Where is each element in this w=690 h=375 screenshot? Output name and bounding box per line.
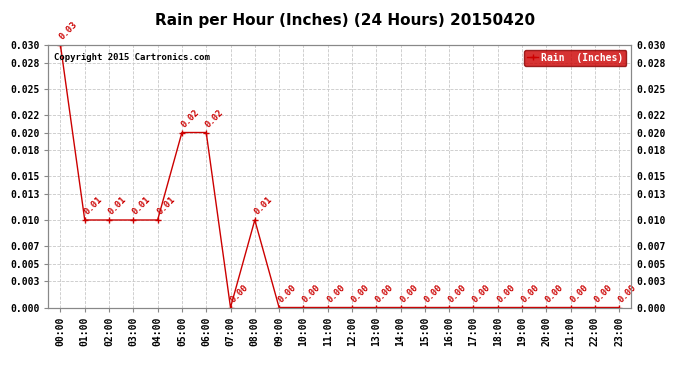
Text: 0.00: 0.00 bbox=[301, 282, 322, 304]
Text: Copyright 2015 Cartronics.com: Copyright 2015 Cartronics.com bbox=[54, 53, 210, 62]
Text: 0.00: 0.00 bbox=[617, 282, 638, 304]
Text: 0.00: 0.00 bbox=[422, 282, 444, 304]
Text: 0.03: 0.03 bbox=[58, 20, 79, 42]
Text: 0.00: 0.00 bbox=[593, 282, 614, 304]
Text: 0.00: 0.00 bbox=[398, 282, 420, 304]
Text: 0.00: 0.00 bbox=[446, 282, 469, 304]
Text: 0.01: 0.01 bbox=[253, 195, 274, 216]
Text: Rain per Hour (Inches) (24 Hours) 20150420: Rain per Hour (Inches) (24 Hours) 201504… bbox=[155, 13, 535, 28]
Text: 0.00: 0.00 bbox=[325, 282, 347, 304]
Text: 0.00: 0.00 bbox=[495, 282, 517, 304]
Text: 0.01: 0.01 bbox=[107, 195, 128, 216]
Text: 0.02: 0.02 bbox=[204, 107, 226, 129]
Text: 0.01: 0.01 bbox=[131, 195, 152, 216]
Legend: Rain  (Inches): Rain (Inches) bbox=[524, 50, 627, 66]
Text: 0.00: 0.00 bbox=[544, 282, 566, 304]
Text: 0.00: 0.00 bbox=[374, 282, 395, 304]
Text: 0.00: 0.00 bbox=[568, 282, 590, 304]
Text: 0.00: 0.00 bbox=[471, 282, 493, 304]
Text: 0.01: 0.01 bbox=[82, 195, 104, 216]
Text: 0.00: 0.00 bbox=[350, 282, 371, 304]
Text: 0.00: 0.00 bbox=[277, 282, 298, 304]
Text: 0.02: 0.02 bbox=[179, 107, 201, 129]
Text: 0.00: 0.00 bbox=[520, 282, 541, 304]
Text: 0.00: 0.00 bbox=[228, 282, 250, 304]
Text: 0.01: 0.01 bbox=[155, 195, 177, 216]
